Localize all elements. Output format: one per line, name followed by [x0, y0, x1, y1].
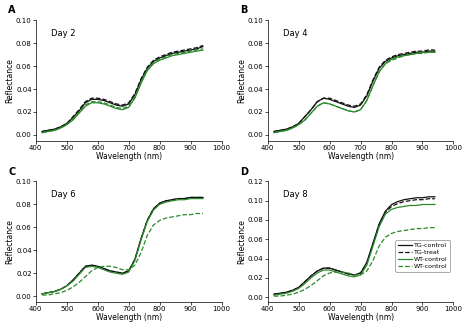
Y-axis label: Reflectance: Reflectance: [6, 219, 15, 264]
Text: Day 4: Day 4: [283, 29, 307, 38]
Text: A: A: [8, 5, 15, 15]
X-axis label: Wavelength (nm): Wavelength (nm): [328, 314, 394, 322]
X-axis label: Wavelength (nm): Wavelength (nm): [328, 152, 394, 161]
Text: Day 6: Day 6: [51, 190, 75, 199]
Text: B: B: [240, 5, 247, 15]
Y-axis label: Reflectance: Reflectance: [6, 58, 15, 103]
Y-axis label: Reflectance: Reflectance: [237, 219, 247, 264]
Text: D: D: [240, 167, 248, 176]
Text: Day 2: Day 2: [51, 29, 75, 38]
Text: C: C: [8, 167, 15, 176]
X-axis label: Wavelength (nm): Wavelength (nm): [95, 152, 162, 161]
X-axis label: Wavelength (nm): Wavelength (nm): [95, 314, 162, 322]
Text: Day 8: Day 8: [283, 190, 307, 199]
Y-axis label: Reflectance: Reflectance: [237, 58, 247, 103]
Legend: TG-control, TG-treat, WT-control, WT-control: TG-control, TG-treat, WT-control, WT-con…: [395, 240, 450, 272]
